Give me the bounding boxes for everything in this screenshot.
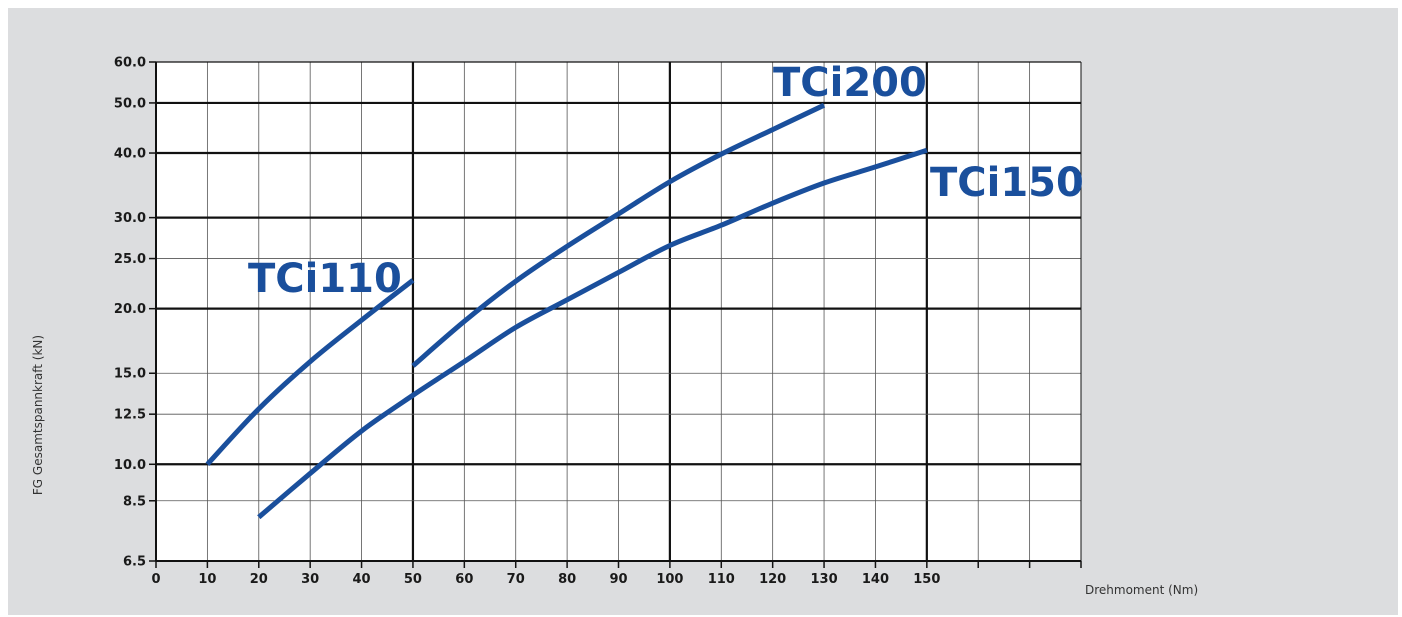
series-label-tci110: TCi110	[248, 256, 402, 302]
x-tick-label: 0	[151, 572, 160, 587]
x-tick-label: 30	[301, 572, 319, 587]
chart-panel: 6.5 8.5 10.0 12.5 15.0 20.0 25.0 30.0 40.0 50.0 60…	[8, 8, 1398, 615]
x-tick-label: 110	[708, 572, 735, 587]
x-tick-label: 120	[759, 572, 786, 587]
x-tick-label: 140	[862, 572, 889, 587]
grid	[156, 61, 1081, 561]
x-tick-label: 60	[455, 572, 473, 587]
y-tick-label: 20.0	[114, 302, 146, 317]
axes	[149, 61, 1082, 568]
series-label-tci150: TCi150	[930, 160, 1084, 206]
x-tick-label: 70	[507, 572, 525, 587]
series-label-tci200: TCi200	[773, 60, 927, 106]
series-labels: TCi110 TCi150 TCi200	[248, 60, 1084, 302]
y-tick-label: 15.0	[114, 367, 146, 382]
x-tick-label: 130	[810, 572, 837, 587]
x-tick-label: 150	[913, 572, 940, 587]
chart: 6.5 8.5 10.0 12.5 15.0 20.0 25.0 30.0 40.0 50.0 60…	[31, 56, 1198, 598]
series-line-tci200	[411, 102, 826, 368]
y-tick-label: 6.5	[123, 555, 146, 570]
x-tick-label: 40	[353, 572, 371, 587]
y-tick-label: 10.0	[114, 458, 146, 473]
series-line-tci110	[205, 278, 415, 466]
x-tick-label: 10	[198, 572, 216, 587]
tick-labels: 6.5 8.5 10.0 12.5 15.0 20.0 25.0 30.0 40.0 50.0 60…	[114, 56, 940, 588]
x-tick-label: 90	[609, 572, 627, 587]
y-tick-label: 25.0	[114, 252, 146, 267]
x-tick-label: 80	[558, 572, 576, 587]
x-axis-title: Drehmoment (Nm)	[1085, 583, 1198, 597]
x-tick-label: 100	[656, 572, 683, 587]
series-line-tci150	[257, 147, 928, 520]
y-tick-label: 40.0	[114, 147, 146, 162]
y-tick-label: 8.5	[123, 494, 146, 509]
y-tick-label: 12.5	[114, 408, 146, 423]
x-tick-label: 20	[250, 572, 268, 587]
y-tick-label: 50.0	[114, 96, 146, 111]
y-tick-label: 30.0	[114, 211, 146, 226]
series	[205, 102, 928, 520]
x-tick-label: 50	[404, 572, 422, 587]
y-axis-title: FG Gesamtspannkraft (kN)	[31, 335, 45, 495]
y-tick-label: 60.0	[114, 56, 146, 71]
